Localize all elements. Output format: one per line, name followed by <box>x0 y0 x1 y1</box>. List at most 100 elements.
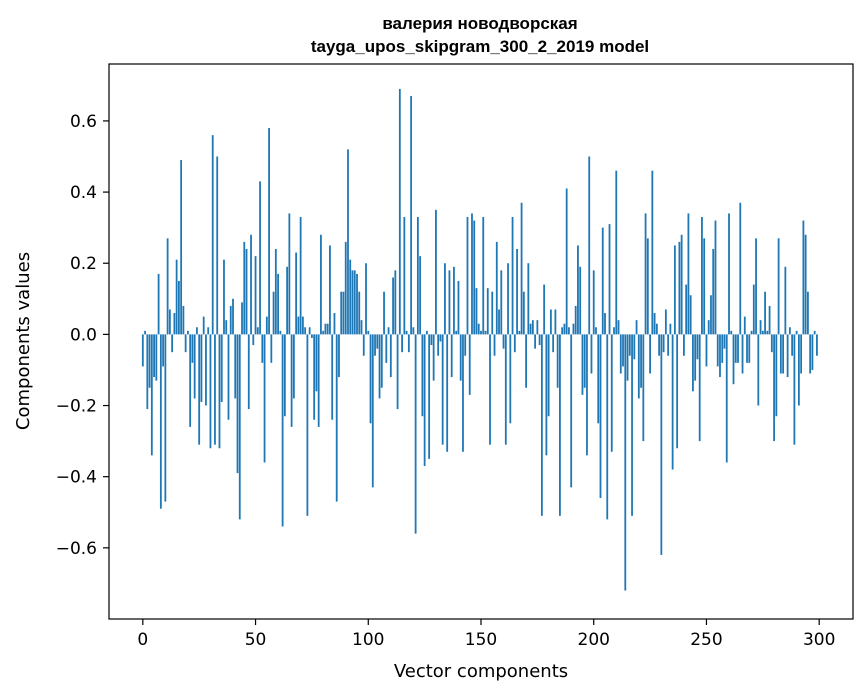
bar <box>642 334 645 442</box>
bar <box>504 334 507 445</box>
bar <box>559 334 561 516</box>
bar <box>714 220 717 335</box>
bar <box>797 334 800 406</box>
bar <box>608 224 611 335</box>
bar <box>604 313 606 335</box>
bar <box>459 334 462 381</box>
bar <box>601 227 604 335</box>
bar <box>306 334 309 516</box>
x-tick-label: 300 <box>803 630 835 650</box>
bar <box>486 288 489 335</box>
bar <box>802 220 805 335</box>
bar <box>216 156 219 335</box>
bar <box>482 216 485 335</box>
bar <box>766 330 769 335</box>
bar <box>554 309 557 335</box>
bar <box>256 327 259 335</box>
bar <box>407 334 410 353</box>
bar <box>171 334 174 353</box>
bar <box>619 334 622 374</box>
bar <box>583 334 586 388</box>
bar <box>732 334 735 385</box>
bar <box>385 334 388 363</box>
bar <box>288 213 291 335</box>
bar <box>813 330 816 335</box>
bar <box>577 245 579 335</box>
bar <box>685 284 688 335</box>
bar <box>209 334 212 449</box>
bar <box>338 334 340 378</box>
bar <box>588 156 591 335</box>
bar <box>592 270 595 335</box>
bar <box>795 330 798 335</box>
bar <box>414 334 417 534</box>
x-tick-label: 200 <box>578 630 610 650</box>
bar <box>586 334 588 456</box>
bar <box>811 334 814 370</box>
bar <box>356 273 358 335</box>
bar <box>549 309 552 335</box>
y-tick-label: 0.0 <box>70 325 97 345</box>
bar <box>279 330 282 335</box>
bar <box>710 295 712 335</box>
bar <box>448 270 451 335</box>
bar <box>786 334 789 378</box>
bar <box>725 334 728 463</box>
bar <box>755 238 757 335</box>
bar <box>419 256 422 335</box>
bar <box>153 334 155 378</box>
bar <box>387 327 390 335</box>
bar <box>362 334 365 356</box>
bar <box>369 334 372 424</box>
bar <box>270 334 273 363</box>
bar <box>401 334 403 353</box>
bar <box>502 334 505 349</box>
bar <box>263 334 266 463</box>
bar <box>712 249 715 335</box>
bar <box>398 88 401 335</box>
bar <box>468 334 471 395</box>
bar <box>741 334 744 374</box>
bar <box>376 334 379 349</box>
bar <box>236 334 239 474</box>
bar <box>610 334 613 452</box>
bar <box>392 277 394 335</box>
bar <box>579 266 582 335</box>
bar <box>374 334 376 356</box>
bar <box>513 334 516 353</box>
bar <box>613 327 615 335</box>
bar <box>320 234 322 335</box>
bar <box>696 334 699 360</box>
bar <box>383 291 385 335</box>
bar <box>423 334 426 467</box>
bar <box>750 330 753 335</box>
bar <box>333 313 336 335</box>
bar <box>232 298 234 335</box>
bar <box>687 213 690 335</box>
bar <box>349 259 352 335</box>
bar <box>809 334 812 374</box>
bar <box>737 334 739 363</box>
bar <box>804 234 807 335</box>
bar <box>250 234 252 335</box>
bar <box>673 245 676 335</box>
bar <box>168 309 171 335</box>
bar <box>471 213 473 335</box>
bar <box>716 334 719 367</box>
bar <box>525 334 527 388</box>
bar <box>520 202 523 335</box>
bar <box>807 291 809 335</box>
bar <box>446 334 449 452</box>
bar <box>301 316 304 335</box>
bar <box>637 334 640 399</box>
bar <box>531 320 534 335</box>
bar <box>784 266 787 335</box>
bar <box>701 216 703 335</box>
bar <box>322 330 325 335</box>
x-tick-label: 250 <box>690 630 722 650</box>
bar <box>180 160 183 335</box>
bar <box>261 334 264 363</box>
bar <box>173 313 176 335</box>
bar <box>193 334 196 399</box>
bar <box>234 334 237 399</box>
